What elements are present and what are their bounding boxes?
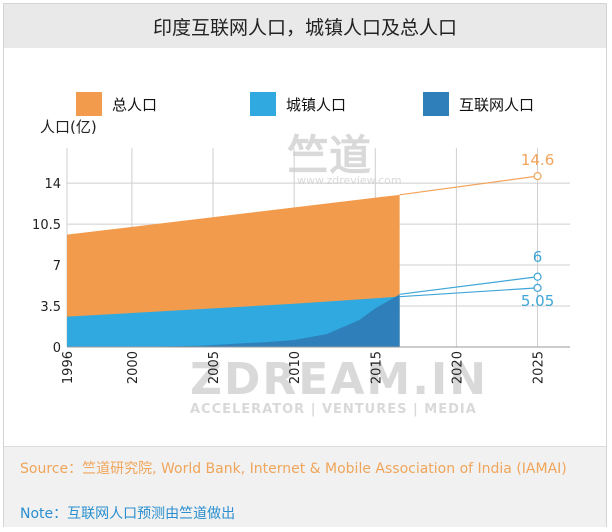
footer: Source：竺道研究院, World Bank, Internet & Mob…	[4, 446, 606, 527]
chart-frame: 印度互联网人口，城镇人口及总人口 竺道 www.zdreview.com ZDR…	[3, 3, 607, 527]
watermark-tagline: ACCELERATOR | VENTURES | MEDIA	[190, 402, 477, 417]
legend: 总人口 城镇人口 互联网人口	[4, 92, 608, 116]
forecast-point-urban	[533, 283, 542, 292]
legend-swatch-total	[76, 92, 102, 116]
data-label-total: 14.6	[521, 151, 554, 169]
x-tick-label: 2025	[532, 351, 547, 384]
legend-swatch-internet	[423, 92, 449, 116]
y-tick-label: 3.5	[40, 300, 61, 315]
x-tick-label: 2005	[207, 351, 222, 384]
forecast-point-internet	[533, 272, 542, 281]
x-tick-label: 1996	[61, 351, 76, 384]
x-tick-label: 2020	[450, 351, 465, 384]
y-tick-label: 10.5	[32, 218, 61, 233]
legend-label-total: 总人口	[112, 95, 158, 114]
note-text: Note：互联网人口预测由竺道做出	[20, 506, 236, 522]
legend-label-internet: 互联网人口	[459, 95, 535, 114]
forecast-line-internet	[399, 276, 538, 295]
x-tick-label: 2000	[126, 351, 141, 384]
source-text: Source：竺道研究院, World Bank, Internet & Mob…	[20, 461, 567, 477]
area-urban	[67, 296, 400, 347]
watermark-brand-en: ZDREAM.IN	[190, 354, 489, 405]
data-label-urban: 5.05	[521, 292, 554, 310]
x-tick-label: 2010	[288, 351, 303, 384]
chart-plot: 14.6 5.05 6 0 3.5 7 10.5 14 人口(亿) 1996 2000 2005 201…	[32, 118, 570, 384]
chart-title: 印度互联网人口，城镇人口及总人口	[152, 16, 457, 39]
watermark-brand-cn: 竺道	[287, 131, 372, 180]
legend-item-total: 总人口	[76, 92, 157, 116]
title-bar: 印度互联网人口，城镇人口及总人口	[4, 4, 606, 48]
y-tick-label: 0	[53, 341, 61, 356]
legend-swatch-urban	[250, 92, 276, 116]
y-axis-label: 人口(亿)	[40, 118, 97, 136]
y-tick-label: 14	[44, 177, 61, 192]
x-tick-label: 2015	[369, 351, 384, 384]
legend-item-urban: 城镇人口	[250, 92, 346, 116]
y-tick-label: 7	[53, 259, 61, 274]
forecast-point-total	[533, 171, 542, 181]
forecast-line-total	[399, 175, 538, 196]
legend-item-internet: 互联网人口	[423, 92, 534, 116]
forecast-line-urban	[399, 287, 538, 298]
area-internet	[67, 294, 400, 347]
data-label-internet: 6	[533, 248, 543, 266]
legend-label-urban: 城镇人口	[286, 95, 347, 114]
